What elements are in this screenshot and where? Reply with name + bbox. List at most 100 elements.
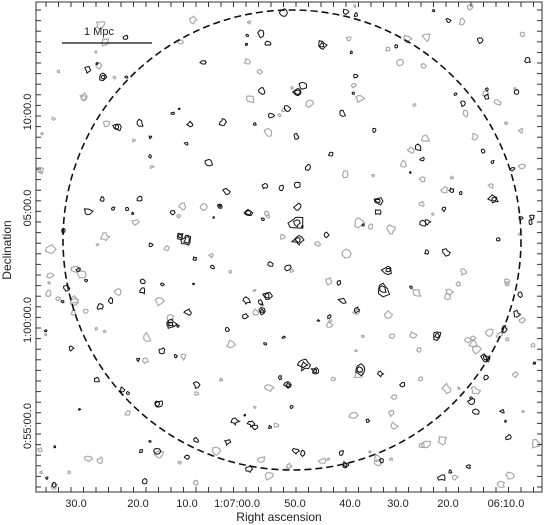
positive-contour: [261, 182, 269, 190]
positive-contour: [495, 237, 501, 242]
scale-bar: 1 Mpc: [62, 26, 152, 44]
negative-contour: [192, 479, 199, 487]
negative-contour: [353, 370, 364, 379]
positive-contour: [419, 156, 425, 162]
positive-contour: [378, 458, 384, 464]
source-contour: [154, 400, 164, 408]
negative-contour: [38, 170, 43, 175]
positive-contour: [185, 120, 194, 128]
negative-contour: [207, 252, 214, 259]
negative-contour: [95, 61, 103, 70]
positive-contour: [458, 190, 463, 196]
source-contour: [433, 331, 442, 342]
x-tick-label: 40.0: [339, 498, 360, 510]
negative-contour: [124, 410, 131, 416]
source-contour: [480, 353, 491, 363]
positive-contour: [505, 433, 512, 441]
positive-contour: [293, 181, 301, 189]
negative-contour: [531, 438, 541, 449]
positive-contour: [222, 187, 231, 196]
positive-contour: [349, 50, 353, 55]
positive-contour: [159, 282, 166, 287]
positive-contour: [148, 153, 152, 159]
positive-contour: [408, 171, 412, 175]
positive-contour: [327, 313, 332, 320]
negative-contour: [96, 456, 103, 465]
positive-contour: [289, 404, 294, 409]
negative-contour: [304, 99, 314, 109]
positive-contour: [483, 93, 490, 100]
negative-contour: [290, 85, 295, 91]
negative-contour: [289, 268, 295, 273]
negative-contour: [56, 69, 60, 74]
positive-contour: [125, 391, 131, 396]
source-contour-inner: [259, 308, 265, 314]
positive-contour: [419, 219, 427, 227]
negative-contour: [218, 377, 224, 382]
negative-contour: [44, 244, 57, 255]
positive-contour: [501, 324, 508, 334]
positive-contour: [192, 282, 196, 286]
positive-contour: [399, 381, 406, 388]
negative-contour: [176, 39, 185, 45]
source-contour-inner: [342, 463, 347, 468]
negative-contour: [418, 200, 425, 208]
negative-contour: [180, 353, 187, 362]
positive-contour: [170, 111, 175, 116]
source-contour: [99, 72, 108, 82]
source-contour: [290, 234, 305, 246]
x-tick-label: 20.0: [437, 498, 458, 510]
positive-contour: [498, 409, 505, 414]
x-tick-label: 06:10.0: [488, 498, 525, 510]
negative-contour: [495, 331, 504, 339]
negative-contour: [462, 109, 469, 118]
negative-contour: [466, 4, 474, 11]
negative-contour: [246, 20, 252, 25]
negative-contour: [285, 462, 293, 469]
negative-contour: [142, 331, 152, 343]
positive-contour: [183, 454, 191, 460]
negative-contour: [468, 338, 478, 348]
x-tick-label: 50.0: [284, 498, 305, 510]
negative-contour: [325, 276, 333, 286]
negative-contour: [451, 474, 459, 481]
positive-contour: [517, 291, 523, 299]
source-contour-inner: [218, 204, 222, 208]
positive-contour: [353, 11, 358, 17]
negative-contour: [399, 159, 407, 168]
positive-contour: [283, 105, 292, 113]
positive-contour: [209, 264, 215, 270]
negative-contour: [317, 457, 327, 464]
positive-contour: [223, 438, 232, 446]
positive-contour: [292, 202, 302, 211]
negative-contour: [51, 116, 57, 121]
negative-contour: [273, 422, 280, 429]
negative-contour: [154, 296, 166, 307]
positive-contour: [260, 217, 265, 221]
negative-contour: [471, 132, 479, 141]
positive-contour: [484, 87, 489, 92]
source-contour-inner: [114, 123, 120, 130]
positive-contour: [466, 397, 476, 405]
positive-contour: [490, 159, 495, 165]
positive-contour: [107, 296, 113, 305]
negative-contour: [252, 405, 257, 410]
negative-contour: [367, 223, 374, 230]
positive-contour: [136, 195, 143, 202]
positive-contour: [83, 278, 89, 283]
positive-contour: [263, 342, 268, 346]
source-contour-inner: [356, 366, 364, 374]
source-contour: [377, 282, 391, 298]
negative-contour: [326, 457, 331, 461]
positive-contour: [257, 29, 265, 39]
source-contour: [166, 318, 178, 329]
negative-contour: [505, 471, 516, 480]
positive-contour: [183, 142, 189, 146]
positive-contour: [468, 396, 473, 400]
positive-contour: [212, 215, 215, 220]
negative-contour: [225, 339, 237, 349]
negative-contour: [387, 409, 395, 418]
positive-contour: [243, 413, 247, 417]
negative-contour: [470, 385, 482, 395]
negative-contour: [390, 394, 398, 400]
